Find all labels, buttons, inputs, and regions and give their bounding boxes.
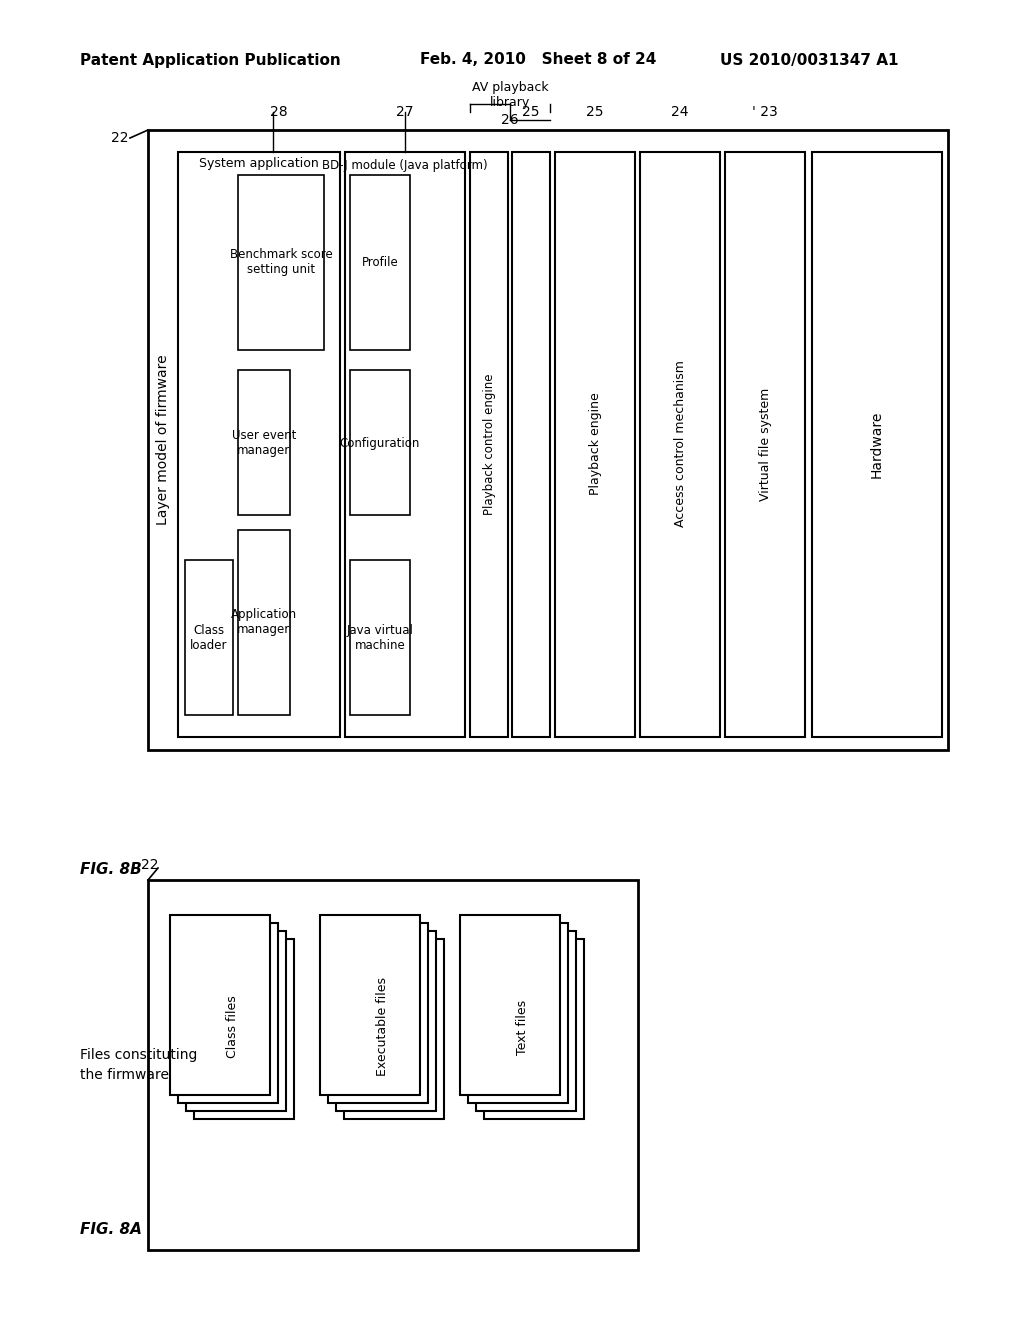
Text: FIG. 8B: FIG. 8B: [80, 862, 141, 878]
Text: Profile: Profile: [361, 256, 398, 268]
Bar: [470, 152, 508, 737]
Text: Class
loader: Class loader: [190, 624, 227, 652]
Text: AV playback
library: AV playback library: [472, 81, 548, 110]
Text: System application: System application: [199, 157, 318, 170]
Text: US 2010/0031347 A1: US 2010/0031347 A1: [720, 53, 898, 67]
Bar: [238, 370, 290, 515]
Text: Layer model of firmware: Layer model of firmware: [156, 355, 170, 525]
Text: Benchmark score
setting unit: Benchmark score setting unit: [229, 248, 333, 276]
Bar: [350, 560, 410, 715]
Text: Executable files: Executable files: [376, 978, 388, 1077]
Text: 22: 22: [141, 858, 159, 873]
Text: Hardware: Hardware: [870, 411, 884, 478]
Bar: [640, 152, 720, 737]
Bar: [178, 923, 278, 1104]
Bar: [336, 931, 436, 1111]
Bar: [725, 152, 805, 737]
Bar: [148, 880, 638, 1250]
Bar: [345, 152, 465, 737]
Text: Class files: Class files: [225, 995, 239, 1059]
Bar: [328, 923, 428, 1104]
Bar: [238, 176, 324, 350]
Bar: [238, 531, 290, 715]
Text: Java virtual
machine: Java virtual machine: [346, 624, 414, 652]
Bar: [468, 923, 568, 1104]
Bar: [148, 129, 948, 750]
Bar: [460, 915, 560, 1096]
Text: 27: 27: [396, 106, 414, 119]
Text: Virtual file system: Virtual file system: [759, 387, 771, 500]
Bar: [484, 939, 584, 1119]
Text: Patent Application Publication: Patent Application Publication: [80, 53, 341, 67]
Bar: [350, 370, 410, 515]
Text: Files constituting
the firmware: Files constituting the firmware: [80, 1048, 198, 1082]
Bar: [476, 931, 575, 1111]
Bar: [170, 915, 270, 1096]
Text: Feb. 4, 2010   Sheet 8 of 24: Feb. 4, 2010 Sheet 8 of 24: [420, 53, 656, 67]
Bar: [344, 939, 444, 1119]
Text: Playback control engine: Playback control engine: [482, 374, 496, 515]
Text: ' 23: ' 23: [752, 106, 778, 119]
Bar: [512, 152, 550, 737]
Text: BD-J module (Java platform): BD-J module (Java platform): [323, 160, 487, 173]
Bar: [350, 176, 410, 350]
Text: Text files: Text files: [515, 999, 528, 1055]
Bar: [555, 152, 635, 737]
Text: Configuration: Configuration: [340, 437, 420, 450]
Text: 22: 22: [112, 131, 129, 145]
Text: Application
manager: Application manager: [231, 609, 297, 636]
Text: 24: 24: [672, 106, 689, 119]
Bar: [194, 939, 294, 1119]
Text: FIG. 8A: FIG. 8A: [80, 1222, 142, 1238]
Text: 25: 25: [522, 106, 540, 119]
Bar: [319, 915, 420, 1096]
Text: User event
manager: User event manager: [231, 429, 296, 457]
Text: Playback engine: Playback engine: [589, 392, 601, 495]
Text: Access control mechanism: Access control mechanism: [674, 360, 686, 528]
Bar: [186, 931, 286, 1111]
Text: 25: 25: [587, 106, 604, 119]
Bar: [812, 152, 942, 737]
Bar: [178, 152, 340, 737]
Text: 28: 28: [270, 106, 288, 119]
Bar: [185, 560, 233, 715]
Text: 26: 26: [501, 114, 519, 127]
